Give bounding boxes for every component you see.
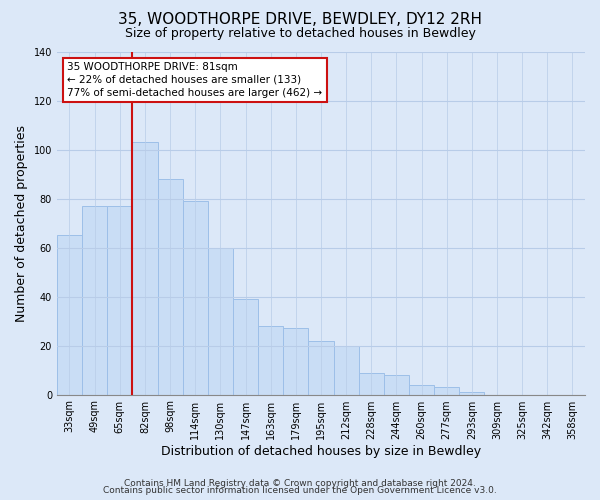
Text: Contains public sector information licensed under the Open Government Licence v3: Contains public sector information licen… xyxy=(103,486,497,495)
Bar xyxy=(459,392,484,394)
Text: Size of property relative to detached houses in Bewdley: Size of property relative to detached ho… xyxy=(125,28,475,40)
Bar xyxy=(133,142,158,395)
Bar xyxy=(182,201,208,394)
Bar xyxy=(82,206,107,394)
Bar xyxy=(57,236,82,394)
Bar xyxy=(158,179,182,394)
Y-axis label: Number of detached properties: Number of detached properties xyxy=(15,124,28,322)
Bar xyxy=(384,375,409,394)
X-axis label: Distribution of detached houses by size in Bewdley: Distribution of detached houses by size … xyxy=(161,444,481,458)
Bar xyxy=(283,328,308,394)
Bar xyxy=(434,387,459,394)
Bar xyxy=(308,340,334,394)
Text: 35 WOODTHORPE DRIVE: 81sqm
← 22% of detached houses are smaller (133)
77% of sem: 35 WOODTHORPE DRIVE: 81sqm ← 22% of deta… xyxy=(67,62,323,98)
Bar xyxy=(334,346,359,395)
Bar xyxy=(409,385,434,394)
Bar xyxy=(258,326,283,394)
Bar xyxy=(107,206,133,394)
Bar xyxy=(208,248,233,394)
Bar xyxy=(359,372,384,394)
Bar xyxy=(233,299,258,394)
Text: 35, WOODTHORPE DRIVE, BEWDLEY, DY12 2RH: 35, WOODTHORPE DRIVE, BEWDLEY, DY12 2RH xyxy=(118,12,482,28)
Text: Contains HM Land Registry data © Crown copyright and database right 2024.: Contains HM Land Registry data © Crown c… xyxy=(124,478,476,488)
